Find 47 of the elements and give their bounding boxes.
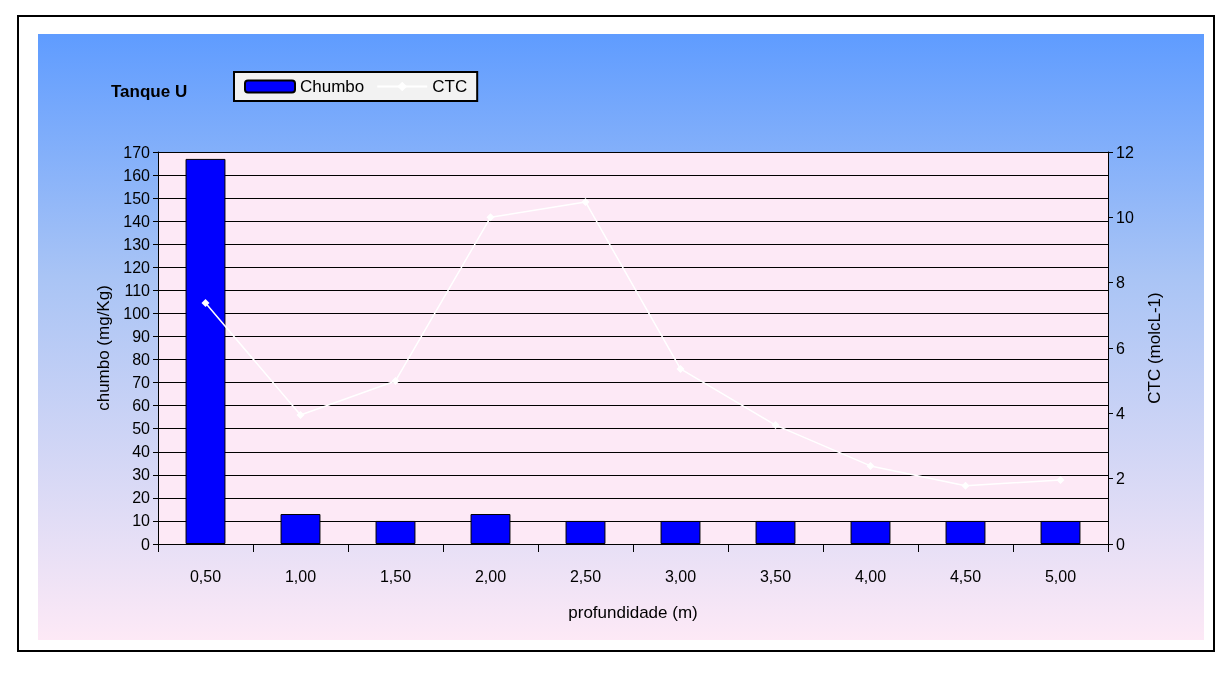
y2-axis-title: CTC (molcL-1) <box>1145 292 1164 404</box>
y2-tick-label: 0 <box>1116 535 1125 553</box>
legend-label: CTC <box>432 77 468 96</box>
y-tick-label: 90 <box>132 327 151 345</box>
y-tick-label: 60 <box>132 397 151 415</box>
y-tick-label: 110 <box>124 281 151 299</box>
y2-tick-label: 2 <box>1116 470 1125 488</box>
x-tick-label: 1,00 <box>284 567 317 585</box>
y2-tick-label: 12 <box>1116 143 1134 161</box>
point <box>771 421 780 430</box>
x-axis-title: profundidade (m) <box>568 603 698 622</box>
y-tick-label: 120 <box>123 258 151 276</box>
chart-title: Tanque U <box>111 82 188 101</box>
x-tick-label: 4,00 <box>854 567 887 585</box>
x-tick-label: 2,50 <box>569 567 602 585</box>
y-tick-label: 150 <box>123 189 151 207</box>
x-tick-label: 5,00 <box>1044 567 1077 585</box>
y-tick-label: 0 <box>141 535 151 553</box>
point <box>486 213 495 222</box>
x-tick-label: 1,50 <box>379 567 412 585</box>
y-tick-label: 40 <box>132 443 151 461</box>
x-tick-label: 2,00 <box>474 567 507 585</box>
x-tick-label: 3,50 <box>759 567 792 585</box>
y-tick-label: 20 <box>132 489 151 507</box>
y-tick-label: 160 <box>123 166 151 184</box>
y2-tick-label: 10 <box>1116 208 1134 226</box>
y-tick-label: 140 <box>123 212 151 230</box>
point <box>1056 475 1065 484</box>
x-tick-label: 4,50 <box>949 567 982 585</box>
y2-tick-label: 6 <box>1116 339 1125 357</box>
point <box>581 197 590 206</box>
y2-tick-label: 8 <box>1116 274 1125 292</box>
x-tick-label: 0,50 <box>189 567 222 585</box>
y-tick-label: 10 <box>132 512 151 530</box>
y-tick-label: 100 <box>123 304 151 322</box>
point <box>201 298 210 307</box>
legend-label: Chumbo <box>300 77 365 96</box>
point <box>391 376 400 385</box>
y-tick-label: 170 <box>123 143 151 161</box>
y-axis-title: chumbo (mg/Kg) <box>94 285 114 411</box>
y-tick-label: 50 <box>132 420 151 438</box>
y-tick-label: 80 <box>132 351 151 369</box>
y-tick-label: 130 <box>123 235 151 253</box>
y2-tick-label: 4 <box>1116 404 1125 422</box>
y-tick-label: 30 <box>132 466 151 484</box>
x-tick-label: 3,00 <box>664 567 697 585</box>
y-tick-label: 70 <box>132 374 151 392</box>
